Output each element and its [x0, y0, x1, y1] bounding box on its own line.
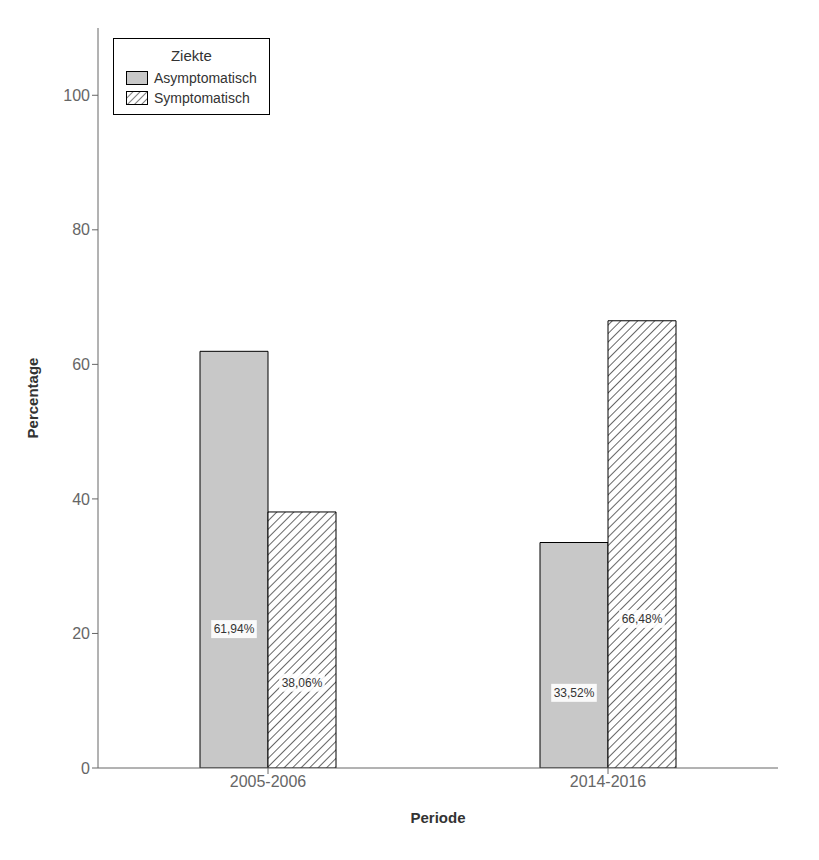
svg-text:61,94%: 61,94%	[214, 622, 255, 636]
svg-text:60: 60	[72, 356, 90, 373]
html-text:Ziekte: Ziekte	[170, 47, 212, 64]
svg-text:2005-2006: 2005-2006	[230, 773, 307, 790]
svg-text:2014-2016: 2014-2016	[570, 773, 647, 790]
svg-text:Percentage: Percentage	[24, 358, 41, 439]
html-text:Asymptomatisch: Asymptomatisch	[154, 70, 257, 86]
svg-text:Periode: Periode	[410, 809, 465, 826]
svg-text:40: 40	[72, 491, 90, 508]
svg-text:38,06%: 38,06%	[282, 676, 323, 690]
svg-text:100: 100	[63, 87, 90, 104]
svg-text:66,48%: 66,48%	[622, 612, 663, 626]
svg-text:80: 80	[72, 221, 90, 238]
svg-text:33,52%: 33,52%	[554, 686, 595, 700]
svg-text:0: 0	[81, 760, 90, 777]
html-text:Symptomatisch: Symptomatisch	[154, 90, 250, 106]
svg-text:20: 20	[72, 625, 90, 642]
